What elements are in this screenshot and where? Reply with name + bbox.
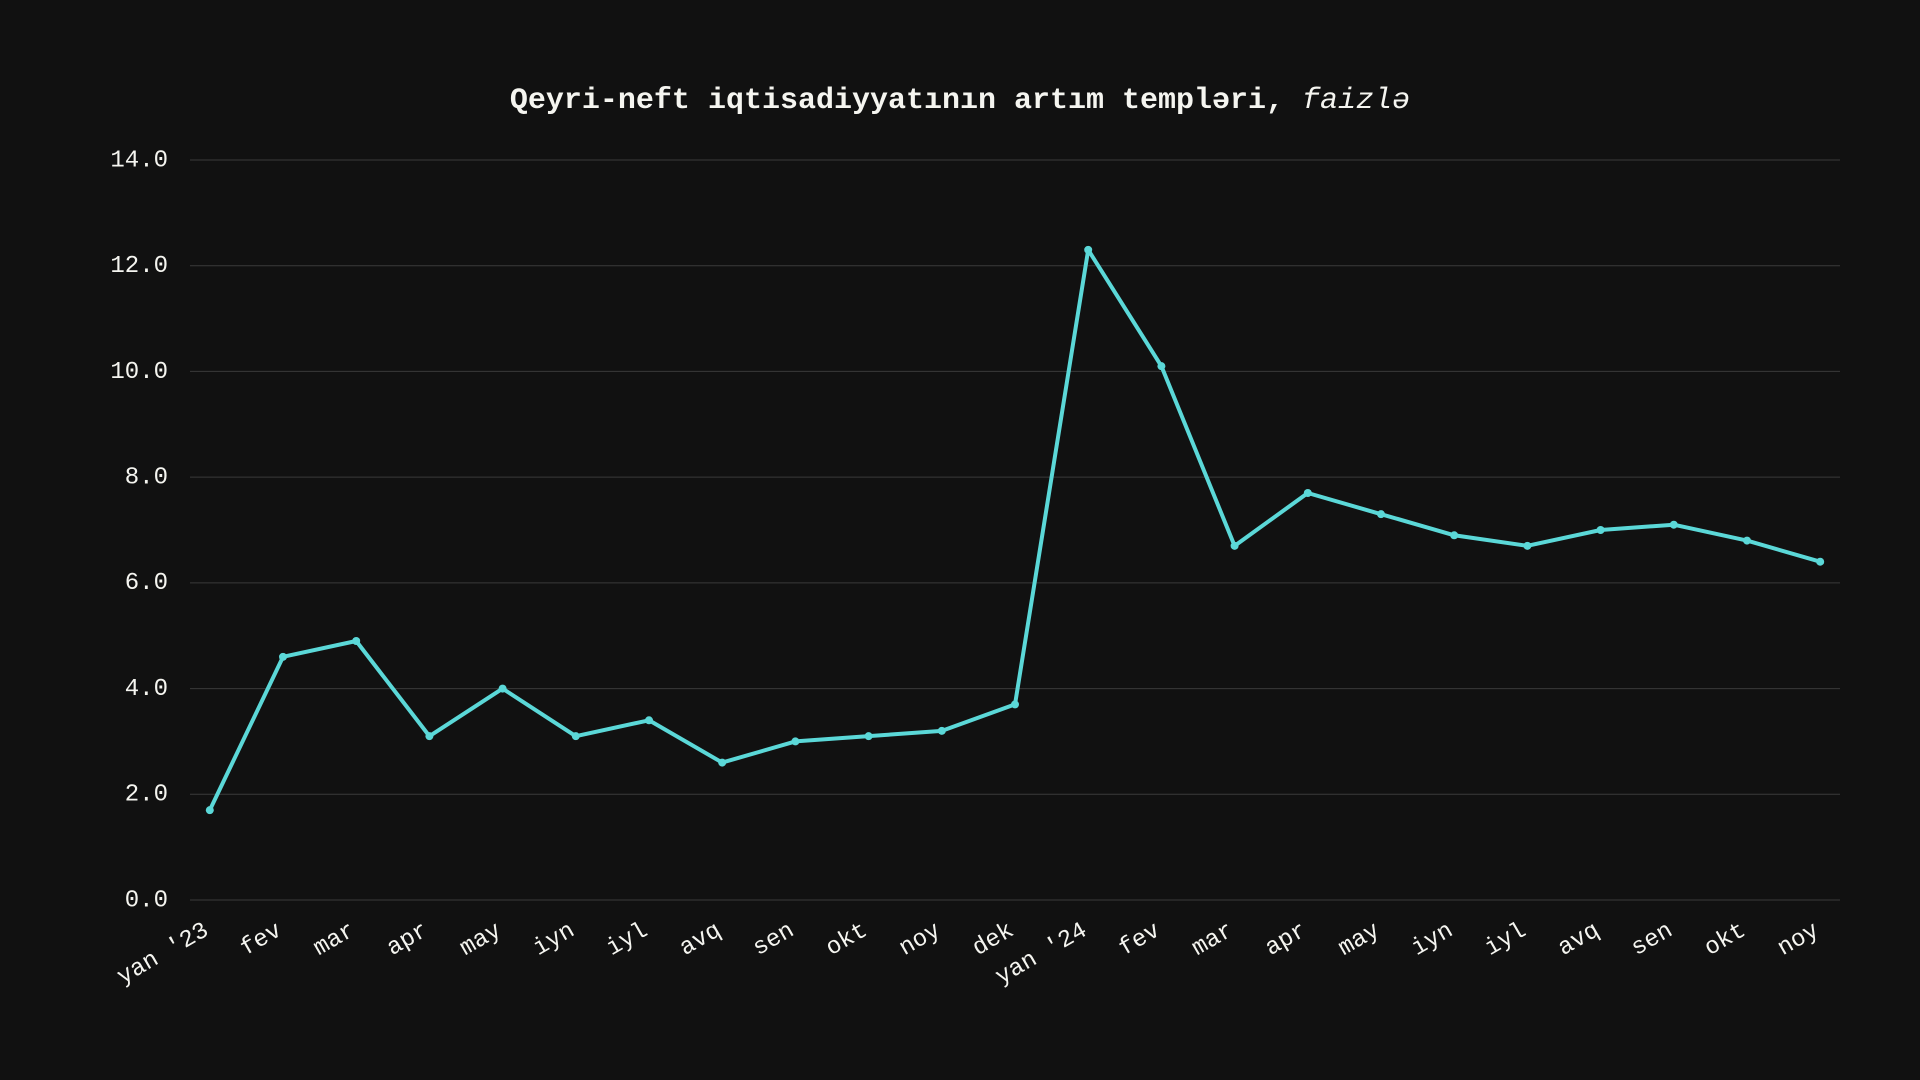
- data-point: [1597, 526, 1605, 534]
- data-point: [1450, 531, 1458, 539]
- data-point: [791, 737, 799, 745]
- data-point: [206, 806, 214, 814]
- data-point: [499, 685, 507, 693]
- chart-title: Qeyri-neft iqtisadiyyatının artım templə…: [510, 84, 1410, 118]
- data-point: [279, 653, 287, 661]
- data-point: [1743, 537, 1751, 545]
- data-point: [1377, 510, 1385, 518]
- y-tick-label: 6.0: [125, 570, 168, 597]
- data-point: [352, 637, 360, 645]
- data-point: [645, 716, 653, 724]
- data-point: [1011, 700, 1019, 708]
- data-point: [425, 732, 433, 740]
- data-point: [572, 732, 580, 740]
- data-point: [718, 759, 726, 767]
- data-point: [1084, 246, 1092, 254]
- data-point: [1523, 542, 1531, 550]
- y-tick-label: 2.0: [125, 782, 168, 809]
- data-point: [1231, 542, 1239, 550]
- y-tick-label: 0.0: [125, 887, 168, 914]
- y-tick-label: 10.0: [110, 359, 168, 386]
- data-point: [1157, 362, 1165, 370]
- data-point: [1670, 521, 1678, 529]
- y-tick-label: 14.0: [110, 147, 168, 174]
- y-tick-label: 12.0: [110, 253, 168, 280]
- y-tick-label: 4.0: [125, 676, 168, 703]
- data-point: [865, 732, 873, 740]
- chart-title-sub: faizlə: [1302, 84, 1410, 118]
- y-tick-label: 8.0: [125, 464, 168, 491]
- data-point: [1816, 558, 1824, 566]
- chart-title-main: Qeyri-neft iqtisadiyyatının artım templə…: [510, 84, 1302, 118]
- data-point: [938, 727, 946, 735]
- data-point: [1304, 489, 1312, 497]
- chart-background: [0, 0, 1920, 1080]
- line-chart: 0.02.04.06.08.010.012.014.0yan '23fevmar…: [0, 0, 1920, 1080]
